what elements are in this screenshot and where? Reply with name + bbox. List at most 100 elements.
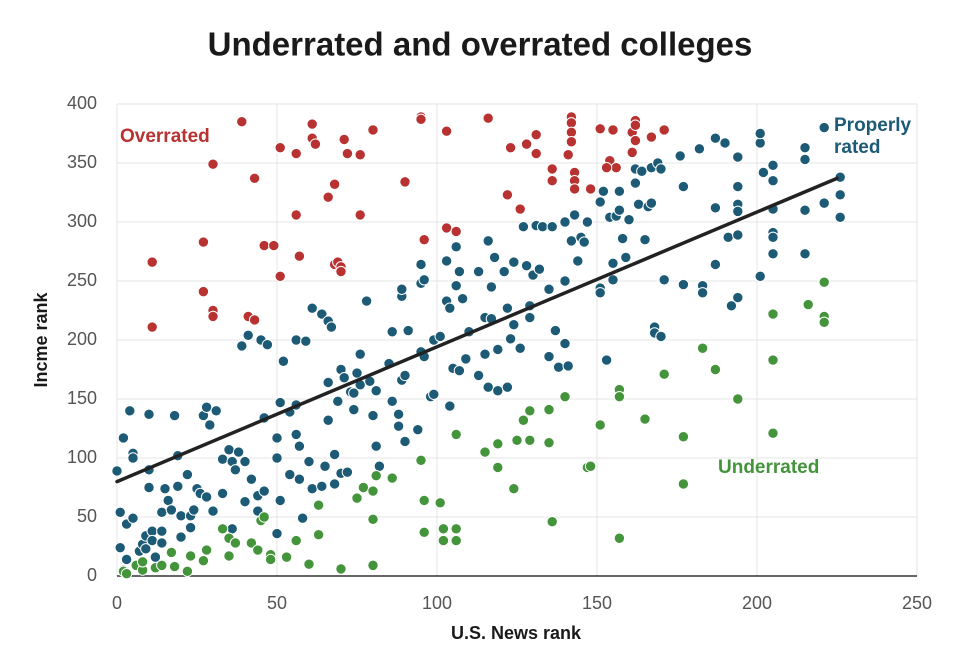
point (565, 235, 578, 247)
point (479, 348, 491, 360)
point (373, 460, 386, 472)
x-axis-label: U.S. News rank (451, 623, 582, 643)
point (693, 143, 706, 155)
point (303, 558, 315, 570)
point (293, 250, 306, 262)
point (440, 255, 453, 267)
point (696, 342, 709, 354)
point (543, 283, 555, 295)
point (754, 270, 766, 282)
point (677, 180, 690, 193)
point (367, 559, 379, 572)
point (159, 482, 171, 495)
point (546, 221, 558, 233)
point (584, 460, 597, 472)
point (181, 468, 194, 481)
point (584, 183, 597, 195)
point (367, 513, 379, 526)
point (655, 330, 667, 343)
y-tick-label: 350 (67, 152, 97, 172)
point (456, 293, 469, 305)
point (127, 452, 139, 464)
point (216, 523, 229, 535)
point (210, 405, 222, 417)
point (517, 221, 530, 233)
point (479, 446, 491, 458)
point (370, 385, 382, 397)
point (594, 419, 606, 431)
point (453, 265, 466, 278)
point (197, 554, 210, 567)
point (440, 222, 453, 234)
point (146, 256, 158, 268)
x-tick-label: 50 (267, 593, 287, 613)
y-axis-label: Incme rank (31, 291, 51, 387)
y-tick-label: 400 (67, 93, 97, 113)
point (136, 556, 149, 568)
point (274, 141, 286, 154)
point (392, 408, 405, 421)
point (306, 118, 318, 130)
point (732, 229, 744, 241)
point (709, 132, 722, 144)
point (162, 494, 174, 507)
point (581, 216, 594, 228)
point (418, 234, 430, 246)
point (120, 567, 133, 580)
point (632, 198, 645, 211)
point (658, 124, 670, 136)
point (309, 138, 322, 150)
point (399, 176, 411, 188)
overrated-label: Overrated (120, 126, 210, 147)
point (392, 420, 405, 432)
point (444, 400, 456, 412)
point (613, 390, 626, 403)
point (184, 550, 197, 562)
point (204, 419, 216, 431)
point (357, 481, 370, 494)
point (156, 537, 168, 549)
point (156, 525, 168, 537)
point (232, 446, 245, 458)
point (367, 124, 379, 136)
point (629, 177, 642, 189)
point (415, 258, 427, 271)
point (565, 117, 578, 129)
properly-rated-label: Properly rated (834, 115, 912, 158)
point (306, 482, 318, 495)
point (328, 448, 341, 461)
point (559, 275, 571, 287)
point (799, 153, 811, 166)
point (818, 276, 830, 288)
point (418, 274, 430, 286)
point (524, 405, 536, 417)
point (143, 481, 155, 494)
point (767, 308, 779, 320)
point (229, 464, 242, 476)
point (188, 504, 200, 516)
point (546, 175, 558, 187)
point (709, 258, 722, 271)
point (300, 335, 312, 347)
point (607, 124, 619, 136)
point (530, 128, 542, 141)
point (348, 387, 360, 399)
point (168, 409, 181, 422)
point (472, 369, 485, 382)
point (370, 470, 382, 482)
point (319, 460, 331, 472)
point (482, 235, 494, 247)
point (280, 551, 293, 563)
point (367, 485, 379, 497)
point (450, 225, 462, 238)
y-tick-label: 200 (67, 329, 97, 349)
point (354, 348, 366, 360)
point (444, 302, 456, 314)
point (645, 197, 658, 209)
point (412, 423, 424, 436)
point (732, 180, 744, 193)
point (328, 478, 341, 490)
point (271, 432, 283, 444)
